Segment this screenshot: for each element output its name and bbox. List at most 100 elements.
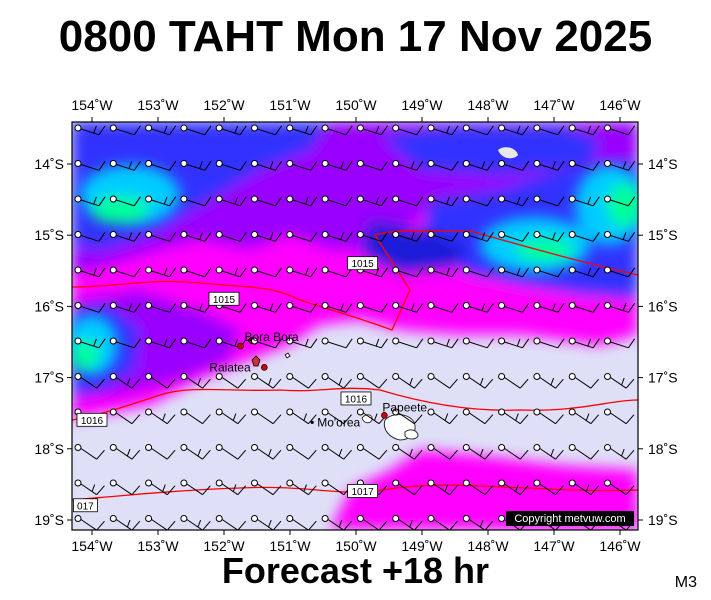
wind-barb — [498, 373, 529, 389]
wind-barb — [180, 302, 212, 313]
wind-barb — [109, 302, 141, 313]
wind-barb — [109, 124, 141, 136]
wind-barb — [145, 160, 177, 171]
wind-barb — [215, 515, 247, 530]
lon-label-top: 153˚W — [137, 97, 179, 113]
wind-barb — [109, 515, 141, 530]
wind-barb — [180, 444, 211, 460]
wind-barb — [533, 302, 565, 313]
wind-barb — [604, 479, 635, 496]
wind-barb — [251, 479, 282, 496]
wind-barb — [321, 160, 353, 171]
wind-barb — [109, 231, 141, 242]
wind-barb — [604, 408, 635, 425]
wind-barb — [604, 373, 635, 389]
wind-barb — [321, 444, 352, 460]
wind-barbs — [74, 124, 636, 530]
lat-label-right: 14˚S — [648, 156, 678, 172]
wind-barb — [427, 124, 459, 136]
lon-label-top: 150˚W — [335, 97, 377, 113]
lon-label-bottom: 152˚W — [203, 538, 245, 554]
wind-barb — [604, 231, 636, 242]
wind-barb — [498, 160, 530, 171]
wind-barb — [604, 124, 636, 136]
wind-barb — [462, 124, 494, 136]
lat-label-left: 19˚S — [34, 512, 64, 528]
lon-label-top: 154˚W — [71, 97, 113, 113]
wind-barb — [180, 231, 212, 242]
wind-barb — [462, 373, 494, 389]
wind-barb — [462, 515, 494, 530]
wind-barb — [604, 337, 636, 349]
wind-barb — [462, 195, 494, 207]
wind-barb — [498, 231, 530, 242]
wind-barb — [109, 337, 141, 349]
svg-text:Papeete: Papeete — [382, 400, 427, 414]
place-marker: Papeete — [381, 400, 427, 419]
lon-label-top: 149˚W — [401, 97, 443, 113]
place-marker: Mo'orea — [310, 415, 361, 429]
wind-barb — [74, 515, 105, 530]
lon-label-bottom: 150˚W — [335, 538, 377, 554]
wind-barb — [109, 444, 141, 460]
islands — [247, 147, 518, 441]
wind-barb — [180, 373, 211, 389]
wind-barb — [568, 337, 600, 349]
wind-barb — [180, 266, 212, 278]
wind-barb — [462, 231, 494, 242]
isobar-label: 1016 — [340, 391, 372, 405]
place-marker: Bora Bora — [237, 330, 299, 350]
wind-barb — [604, 160, 636, 171]
wind-barb — [321, 408, 352, 425]
wind-barb — [392, 515, 423, 530]
wind-barb — [462, 444, 494, 460]
isobar-label: 1017 — [347, 484, 379, 498]
wind-barb — [356, 160, 388, 171]
wind-barb — [427, 195, 459, 207]
lat-label-right: 17˚S — [648, 370, 678, 386]
wind-barb — [286, 408, 317, 425]
wind-barb — [215, 444, 247, 460]
lat-label-right: 19˚S — [648, 512, 678, 528]
wind-barb — [392, 266, 424, 278]
wind-barb — [145, 231, 177, 242]
wind-barb — [604, 266, 636, 278]
wind-barb — [462, 302, 494, 313]
wind-barb — [321, 373, 352, 389]
wind-barb — [286, 337, 318, 349]
wind-barb — [321, 515, 352, 530]
wind-barb — [251, 444, 282, 460]
lon-label-bottom: 153˚W — [137, 538, 179, 554]
wind-barb — [427, 302, 459, 313]
lon-label-bottom: 147˚W — [533, 538, 575, 554]
wind-barb — [356, 515, 388, 530]
map-labels: 154˚W 154˚W 153˚W 153˚W 152˚W 152˚W 151˚W 151˚W… — [34, 97, 677, 554]
lat-label-right: 18˚S — [648, 441, 678, 457]
wind-barb — [109, 373, 141, 389]
svg-text:Bora Bora: Bora Bora — [245, 330, 299, 344]
wind-barb — [427, 515, 458, 530]
wind-barb — [215, 373, 247, 389]
wind-barb — [604, 444, 635, 460]
lat-label-left: 15˚S — [34, 227, 64, 243]
svg-text:1017: 1017 — [351, 487, 374, 498]
wind-barb — [321, 231, 353, 242]
lon-label-top: 151˚W — [269, 97, 311, 113]
wind-barb — [321, 195, 353, 207]
wind-barb — [286, 231, 318, 242]
lat-label-right: 15˚S — [648, 227, 678, 243]
wind-barb — [286, 302, 318, 313]
wind-barb — [74, 373, 105, 389]
lon-label-top: 148˚W — [467, 97, 509, 113]
wind-barb — [251, 266, 283, 278]
wind-barb — [427, 408, 458, 425]
wind-barb — [356, 302, 388, 313]
wind-barb — [392, 479, 423, 496]
wind-barb — [533, 337, 565, 349]
wind-barb — [74, 124, 106, 136]
svg-text:Mo'orea: Mo'orea — [317, 415, 360, 429]
wind-barb — [286, 444, 317, 460]
wind-barb — [180, 515, 211, 530]
wind-barb — [251, 195, 283, 207]
